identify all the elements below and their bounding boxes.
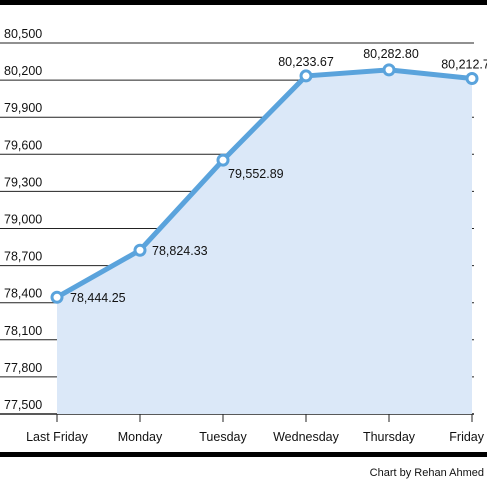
data-point: [50, 290, 64, 304]
y-tick-label: 77,500: [4, 398, 42, 412]
data-point: [465, 72, 479, 86]
x-tick-label: Last Friday: [26, 430, 89, 444]
series-line-layer: [54, 67, 475, 300]
x-tick-marks: [56, 414, 473, 422]
top-border: [0, 0, 487, 5]
y-tick-label: 80,200: [4, 64, 42, 78]
data-label: 79,552.89: [228, 167, 284, 181]
data-point: [216, 153, 230, 167]
data-points: [50, 63, 479, 304]
y-tick-label: 78,100: [4, 324, 42, 338]
x-tick-labels: Last Friday Monday Tuesday Wednesday Thursda…: [26, 430, 485, 444]
data-label: 80,233.67: [278, 55, 334, 69]
data-label: 78,444.25: [70, 291, 126, 305]
y-tick-label: 79,000: [4, 213, 42, 227]
bottom-border: [0, 452, 487, 457]
y-tick-label: 79,600: [4, 138, 42, 152]
y-tick-label: 78,700: [4, 250, 42, 264]
area-layer: [57, 69, 472, 414]
data-label: 78,824.33: [152, 244, 208, 258]
area-fill: [57, 69, 472, 414]
y-tick-labels: 77,500 77,800 78,100 78,400 78,700 79,000 79,3…: [4, 27, 42, 412]
x-tick-label: Tuesday: [199, 430, 247, 444]
x-tick-label: Thursday: [363, 430, 416, 444]
chart-credit: Chart by Rehan Ahmed: [370, 467, 484, 479]
x-tick-label: Friday: [449, 430, 484, 444]
data-point: [382, 63, 396, 77]
y-tick-label: 78,400: [4, 287, 42, 301]
data-label: 80,212.79: [441, 58, 487, 72]
data-labels: 78,444.25 78,824.33 79,552.89 80,233.67 80,2…: [70, 47, 487, 305]
y-tick-label: 80,500: [4, 27, 42, 41]
y-tick-label: 77,800: [4, 361, 42, 375]
x-tick-label: Wednesday: [273, 430, 340, 444]
data-label: 80,282.80: [363, 47, 419, 61]
series-line: [54, 67, 475, 300]
data-point: [299, 69, 313, 83]
x-tick-label: Monday: [118, 430, 163, 444]
y-tick-label: 79,900: [4, 101, 42, 115]
y-tick-label: 79,300: [4, 175, 42, 189]
data-point: [133, 243, 147, 257]
